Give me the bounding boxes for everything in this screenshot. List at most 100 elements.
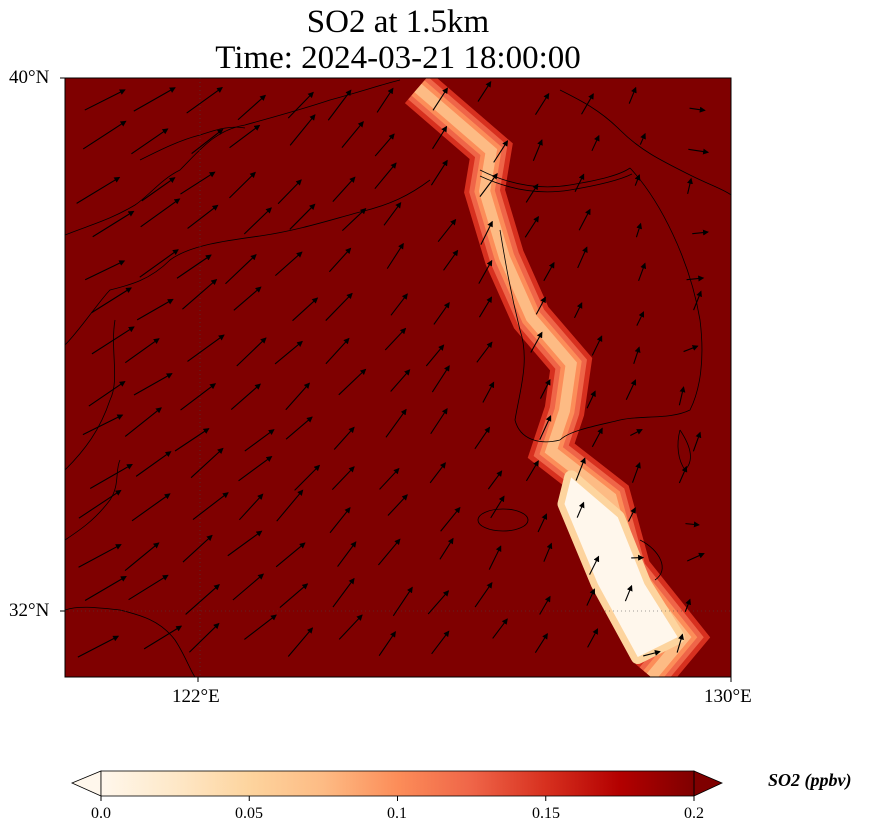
- colorbar-tick-label: 0.15: [532, 805, 560, 822]
- wind-arrow: [683, 345, 699, 353]
- wind-arrow: [692, 431, 702, 452]
- wind-arrow: [377, 538, 401, 566]
- wind-arrow: [530, 331, 543, 353]
- wind-arrow: [477, 80, 492, 102]
- wind-arrow: [537, 513, 548, 533]
- colorbar-tick-label: 0.2: [684, 805, 704, 822]
- wind-arrow: [125, 338, 160, 364]
- chart-title-line2: Time: 2024-03-21 18:00:00: [215, 40, 581, 76]
- map-frame: [64, 77, 732, 678]
- wind-arrow: [432, 87, 448, 111]
- wind-arrow: [238, 493, 264, 521]
- wind-arrow: [287, 627, 314, 657]
- wind-arrow: [236, 337, 267, 367]
- wind-arrow: [586, 588, 596, 606]
- wind-arrow: [328, 247, 352, 273]
- wind-arrow: [185, 584, 220, 615]
- wind-arrow: [525, 183, 539, 203]
- wind-arrow: [190, 447, 224, 479]
- wind-arrow: [686, 552, 705, 562]
- wind-arrow: [82, 120, 127, 150]
- wind-arrow: [625, 379, 637, 400]
- wind-arrow: [341, 208, 367, 232]
- wind-arrow: [474, 582, 493, 608]
- wind-arrow: [229, 124, 261, 149]
- wind-arrow: [140, 198, 181, 228]
- wind-arrow: [238, 455, 273, 482]
- wind-arrow: [289, 203, 316, 230]
- wind-arrow: [430, 159, 448, 186]
- wind-arrow: [685, 521, 700, 528]
- wind-arrow: [440, 506, 461, 532]
- wind-arrow: [443, 249, 459, 271]
- wind-arrow: [439, 537, 454, 560]
- colorbar-tick-label: 0.0: [91, 805, 111, 822]
- x-tick-label-130: 130°E: [704, 686, 752, 707]
- wind-arrow: [91, 287, 132, 314]
- wind-arrow: [124, 542, 160, 572]
- wind-arrow: [534, 632, 548, 654]
- wind-arrow: [539, 378, 551, 399]
- wind-arrow: [684, 598, 691, 612]
- plume-core: [564, 477, 678, 658]
- wind-arrow: [678, 386, 686, 406]
- wind-arrow: [379, 467, 400, 490]
- wind-arrow: [176, 254, 212, 279]
- wind-arrow: [332, 176, 356, 202]
- wind-arrow: [689, 106, 706, 113]
- wind-arrow: [385, 408, 407, 438]
- wind-arrow: [341, 121, 364, 148]
- wind-arrow: [182, 534, 213, 563]
- wind-arrow: [188, 622, 220, 653]
- wind-arrow: [274, 340, 303, 365]
- so2-plume: [404, 78, 711, 677]
- wind-arrow: [480, 220, 493, 245]
- wind-arrow: [474, 426, 491, 450]
- wind-arrow: [386, 242, 404, 269]
- wind-arrow: [91, 326, 135, 355]
- wind-arrow: [578, 208, 591, 231]
- wind-arrow: [287, 91, 314, 119]
- wind-arrow: [688, 148, 710, 155]
- wind-arrow: [635, 222, 643, 238]
- wind-arrow: [244, 614, 277, 640]
- wind-arrow: [338, 368, 367, 396]
- wind-arrow: [136, 298, 174, 321]
- wind-arrow: [574, 173, 585, 193]
- wind-arrow: [275, 542, 306, 568]
- wind-arrow: [131, 128, 169, 155]
- wind-arrow: [392, 586, 413, 617]
- wind-arrow: [182, 278, 218, 310]
- wind-arrow: [387, 494, 408, 516]
- wind-arrow: [384, 327, 407, 351]
- wind-arrow: [532, 139, 543, 161]
- wind-arrow: [628, 507, 636, 522]
- wind-arrow: [237, 94, 267, 121]
- wind-arrow: [576, 501, 585, 518]
- wind-arrow: [135, 451, 172, 477]
- wind-arrow: [636, 311, 645, 326]
- wind-arrow: [84, 575, 127, 601]
- wind-arrow: [631, 462, 641, 483]
- colorbar-tick-label: 0.1: [387, 805, 407, 822]
- wind-arrow: [279, 583, 309, 608]
- wind-arrow: [524, 215, 539, 238]
- wind-arrow: [329, 507, 351, 534]
- wind-arrow: [378, 631, 396, 656]
- wind-arrow: [525, 460, 539, 482]
- wind-arrow: [285, 382, 311, 411]
- wind-arrow: [243, 207, 272, 235]
- wind-arrow: [427, 590, 450, 615]
- wind-arrow: [479, 172, 498, 197]
- wind-arrow: [589, 555, 600, 575]
- wind-arrow: [187, 204, 219, 229]
- wind-arrow: [482, 381, 495, 403]
- wind-arrow: [285, 416, 313, 440]
- wind-arrow: [633, 346, 641, 365]
- wind-arrow: [229, 171, 256, 199]
- wind-arrow: [476, 341, 493, 363]
- wind-arrow: [180, 171, 216, 195]
- wind-arrow: [692, 229, 709, 236]
- wind-arrow: [634, 174, 641, 186]
- y-tick-label-40: 40°N: [9, 67, 50, 88]
